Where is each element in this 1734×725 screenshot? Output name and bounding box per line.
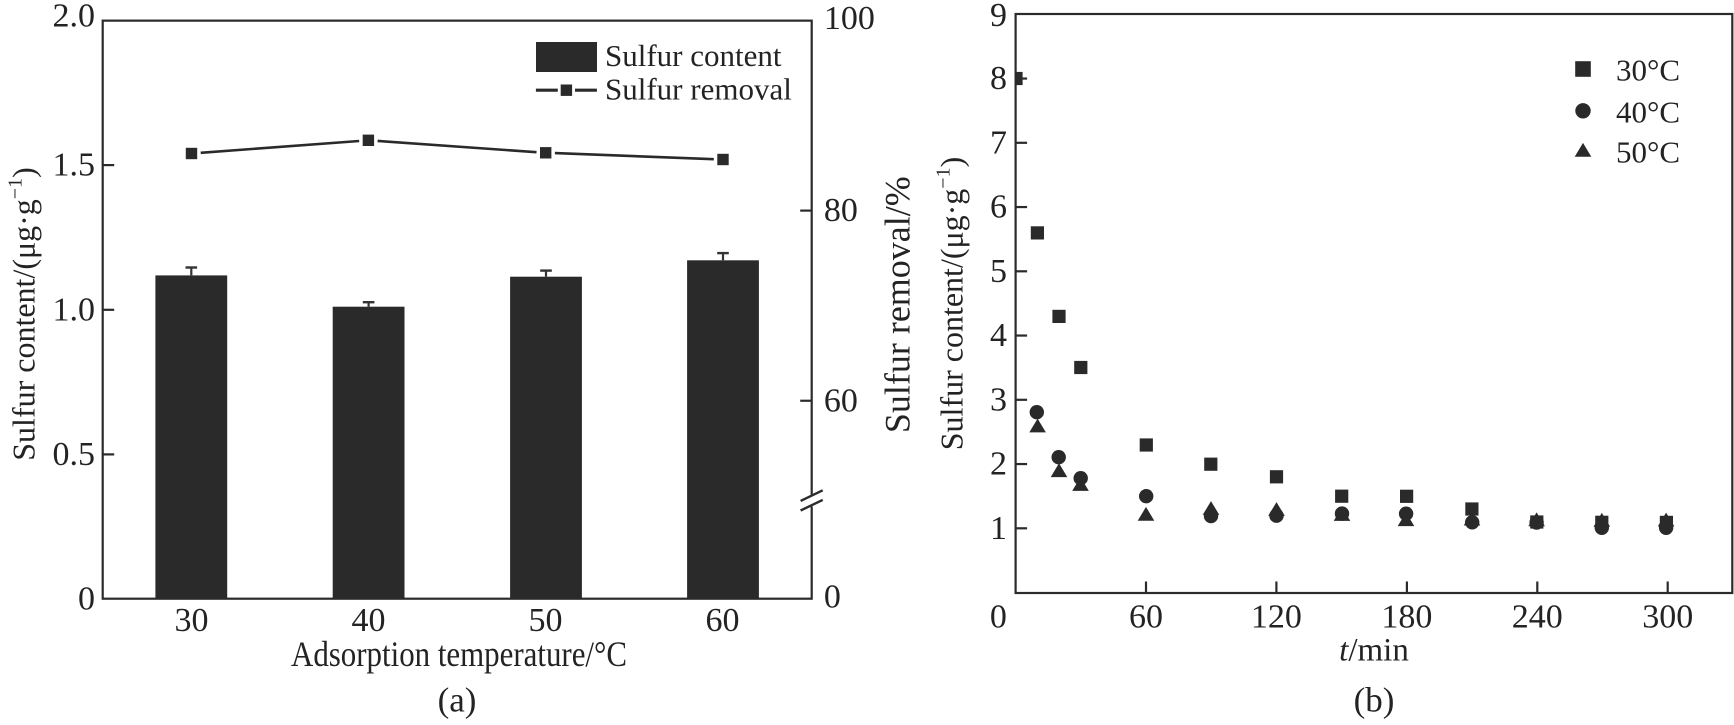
svg-text:5: 5 — [990, 253, 1007, 290]
svg-text:Sulfur removal: Sulfur removal — [605, 72, 792, 107]
svg-text:7: 7 — [990, 124, 1007, 161]
svg-text:0: 0 — [824, 579, 841, 616]
svg-text:60: 60 — [824, 382, 858, 419]
svg-text:9: 9 — [990, 0, 1007, 34]
svg-text:30: 30 — [175, 602, 209, 639]
svg-text:3: 3 — [990, 381, 1007, 418]
svg-text:2: 2 — [990, 446, 1007, 483]
svg-text:50°C: 50°C — [1616, 134, 1680, 169]
svg-text:2.0: 2.0 — [53, 0, 96, 35]
svg-text:Sulfur removal/%: Sulfur removal/% — [878, 176, 918, 433]
svg-text:60: 60 — [1129, 599, 1163, 636]
svg-text:50: 50 — [529, 602, 563, 639]
svg-text:1.5: 1.5 — [53, 147, 96, 184]
svg-text:0: 0 — [78, 580, 95, 617]
svg-text:0: 0 — [990, 599, 1007, 636]
svg-text:40°C: 40°C — [1616, 95, 1680, 130]
svg-text:30°C: 30°C — [1616, 53, 1680, 88]
svg-text:4: 4 — [990, 317, 1007, 354]
svg-text:80: 80 — [824, 192, 858, 229]
svg-text:120: 120 — [1251, 599, 1302, 636]
svg-text:0.5: 0.5 — [53, 436, 96, 473]
svg-text:40: 40 — [352, 602, 386, 639]
svg-text:(b): (b) — [1354, 681, 1395, 720]
svg-text:180: 180 — [1381, 599, 1432, 636]
svg-text:300: 300 — [1642, 599, 1693, 636]
svg-text:Sulfur content: Sulfur content — [605, 38, 782, 73]
svg-text:Sulfur content/(μg·g−1): Sulfur content/(μg·g−1) — [5, 167, 42, 460]
svg-text:8: 8 — [990, 60, 1007, 97]
svg-text:1: 1 — [990, 510, 1007, 547]
svg-text:100: 100 — [824, 0, 875, 37]
svg-text:Sulfur content/(μg·g−1): Sulfur content/(μg·g−1) — [933, 157, 970, 450]
svg-text:240: 240 — [1512, 599, 1563, 636]
svg-text:60: 60 — [706, 602, 740, 639]
svg-text:Adsorption temperature/°C: Adsorption temperature/°C — [291, 634, 627, 674]
svg-text:6: 6 — [990, 189, 1007, 226]
svg-text:t/min: t/min — [1339, 632, 1409, 668]
svg-text:1.0: 1.0 — [53, 291, 96, 328]
svg-text:(a): (a) — [438, 681, 477, 720]
